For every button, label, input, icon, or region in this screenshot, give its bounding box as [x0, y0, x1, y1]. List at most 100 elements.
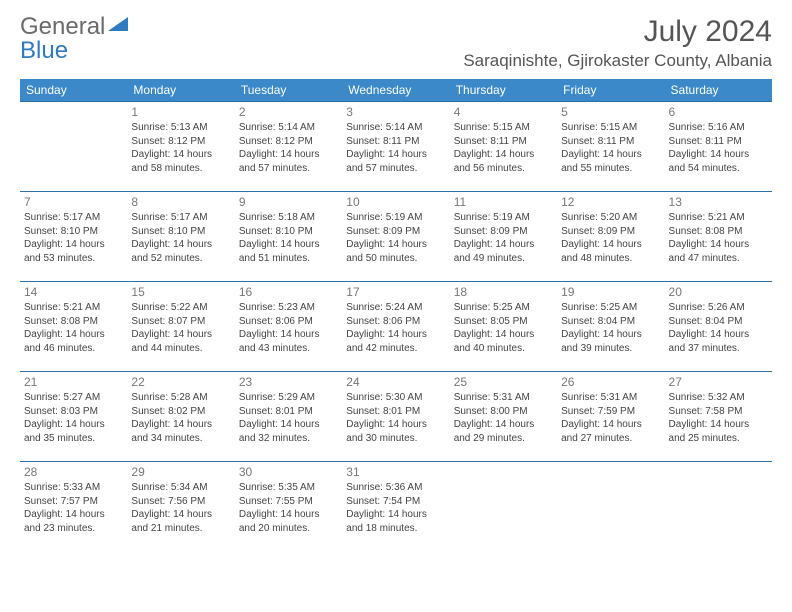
- calendar-week-row: 28 Sunrise: 5:33 AMSunset: 7:57 PMDayligh…: [20, 462, 772, 552]
- calendar-cell: 16 Sunrise: 5:23 AMSunset: 8:06 PMDayligh…: [235, 282, 342, 372]
- cell-details: Sunrise: 5:21 AMSunset: 8:08 PMDaylight:…: [669, 211, 768, 265]
- day-header-row: Sunday Monday Tuesday Wednesday Thursday…: [20, 79, 772, 102]
- cell-details: Sunrise: 5:17 AMSunset: 8:10 PMDaylight:…: [131, 211, 230, 265]
- calendar-cell: 13 Sunrise: 5:21 AMSunset: 8:08 PMDayligh…: [665, 192, 772, 282]
- day-number: 15: [131, 285, 230, 299]
- calendar-cell: 30 Sunrise: 5:35 AMSunset: 7:55 PMDayligh…: [235, 462, 342, 552]
- calendar-cell: 10Sunrise: 5:19 AMSunset: 8:09 PMDayligh…: [342, 192, 449, 282]
- day-header: Wednesday: [342, 79, 449, 102]
- cell-details: Sunrise: 5:21 AMSunset: 8:08 PMDaylight:…: [24, 301, 123, 355]
- day-number: 18: [454, 285, 553, 299]
- calendar-cell: 25 Sunrise: 5:31 AMSunset: 8:00 PMDayligh…: [450, 372, 557, 462]
- cell-details: Sunrise: 5:15 AMSunset: 8:11 PMDaylight:…: [561, 121, 660, 175]
- day-number: 8: [131, 195, 230, 209]
- day-number: 17: [346, 285, 445, 299]
- day-number: 9: [239, 195, 338, 209]
- calendar-cell: 23 Sunrise: 5:29 AMSunset: 8:01 PMDayligh…: [235, 372, 342, 462]
- cell-details: Sunrise: 5:22 AMSunset: 8:07 PMDaylight:…: [131, 301, 230, 355]
- calendar-cell: 12Sunrise: 5:20 AMSunset: 8:09 PMDayligh…: [557, 192, 664, 282]
- calendar-week-row: 14Sunrise: 5:21 AMSunset: 8:08 PMDayligh…: [20, 282, 772, 372]
- day-number: 20: [669, 285, 768, 299]
- calendar-cell: 6 Sunrise: 5:16 AMSunset: 8:11 PMDaylight…: [665, 102, 772, 192]
- cell-details: Sunrise: 5:15 AMSunset: 8:11 PMDaylight:…: [454, 121, 553, 175]
- day-number: 31: [346, 465, 445, 479]
- cell-details: Sunrise: 5:31 AMSunset: 7:59 PMDaylight:…: [561, 391, 660, 445]
- calendar-cell: 29 Sunrise: 5:34 AMSunset: 7:56 PMDayligh…: [127, 462, 234, 552]
- calendar-cell: 2 Sunrise: 5:14 AMSunset: 8:12 PMDaylight…: [235, 102, 342, 192]
- day-number: 10: [346, 195, 445, 209]
- logo-text-block: General Blue: [20, 15, 128, 63]
- cell-details: Sunrise: 5:30 AMSunset: 8:01 PMDaylight:…: [346, 391, 445, 445]
- calendar-cell: [665, 462, 772, 552]
- calendar-cell: 21 Sunrise: 5:27 AMSunset: 8:03 PMDayligh…: [20, 372, 127, 462]
- day-header: Friday: [557, 79, 664, 102]
- month-title: July 2024: [463, 15, 772, 49]
- cell-details: Sunrise: 5:31 AMSunset: 8:00 PMDaylight:…: [454, 391, 553, 445]
- day-number: 2: [239, 105, 338, 119]
- calendar-body: 1 Sunrise: 5:13 AMSunset: 8:12 PMDaylight…: [20, 102, 772, 552]
- day-header: Thursday: [450, 79, 557, 102]
- cell-details: Sunrise: 5:14 AMSunset: 8:11 PMDaylight:…: [346, 121, 445, 175]
- cell-details: Sunrise: 5:13 AMSunset: 8:12 PMDaylight:…: [131, 121, 230, 175]
- day-number: 16: [239, 285, 338, 299]
- day-header: Tuesday: [235, 79, 342, 102]
- day-number: 23: [239, 375, 338, 389]
- cell-details: Sunrise: 5:23 AMSunset: 8:06 PMDaylight:…: [239, 301, 338, 355]
- cell-details: Sunrise: 5:34 AMSunset: 7:56 PMDaylight:…: [131, 481, 230, 535]
- day-header: Saturday: [665, 79, 772, 102]
- calendar-cell: 9Sunrise: 5:18 AMSunset: 8:10 PMDaylight…: [235, 192, 342, 282]
- calendar-cell: 20Sunrise: 5:26 AMSunset: 8:04 PMDayligh…: [665, 282, 772, 372]
- day-number: 30: [239, 465, 338, 479]
- calendar-cell: 14Sunrise: 5:21 AMSunset: 8:08 PMDayligh…: [20, 282, 127, 372]
- calendar-cell: 24 Sunrise: 5:30 AMSunset: 8:01 PMDayligh…: [342, 372, 449, 462]
- cell-details: Sunrise: 5:35 AMSunset: 7:55 PMDaylight:…: [239, 481, 338, 535]
- calendar-cell: 17Sunrise: 5:24 AMSunset: 8:06 PMDayligh…: [342, 282, 449, 372]
- calendar-cell: [20, 102, 127, 192]
- day-number: 6: [669, 105, 768, 119]
- day-number: 1: [131, 105, 230, 119]
- header: General Blue July 2024 Saraqinishte, Gji…: [20, 15, 772, 71]
- day-number: 3: [346, 105, 445, 119]
- day-number: 19: [561, 285, 660, 299]
- calendar-table: Sunday Monday Tuesday Wednesday Thursday…: [20, 79, 772, 552]
- day-number: 24: [346, 375, 445, 389]
- logo-text-blue: Blue: [20, 37, 68, 64]
- day-number: 27: [669, 375, 768, 389]
- cell-details: Sunrise: 5:33 AMSunset: 7:57 PMDaylight:…: [24, 481, 123, 535]
- calendar-cell: 8 Sunrise: 5:17 AMSunset: 8:10 PMDaylight…: [127, 192, 234, 282]
- calendar-week-row: 7 Sunrise: 5:17 AMSunset: 8:10 PMDaylight…: [20, 192, 772, 282]
- calendar-cell: 3 Sunrise: 5:14 AMSunset: 8:11 PMDaylight…: [342, 102, 449, 192]
- cell-details: Sunrise: 5:14 AMSunset: 8:12 PMDaylight:…: [239, 121, 338, 175]
- day-number: 25: [454, 375, 553, 389]
- logo-text-general: General: [20, 13, 105, 40]
- day-number: 11: [454, 195, 553, 209]
- cell-details: Sunrise: 5:36 AMSunset: 7:54 PMDaylight:…: [346, 481, 445, 535]
- calendar-cell: 11 Sunrise: 5:19 AMSunset: 8:09 PMDayligh…: [450, 192, 557, 282]
- calendar-week-row: 1 Sunrise: 5:13 AMSunset: 8:12 PMDaylight…: [20, 102, 772, 192]
- day-number: 4: [454, 105, 553, 119]
- day-number: 21: [24, 375, 123, 389]
- cell-details: Sunrise: 5:25 AMSunset: 8:05 PMDaylight:…: [454, 301, 553, 355]
- triangle-icon: [108, 17, 128, 31]
- calendar-cell: 5Sunrise: 5:15 AMSunset: 8:11 PMDaylight…: [557, 102, 664, 192]
- calendar-cell: 22Sunrise: 5:28 AMSunset: 8:02 PMDayligh…: [127, 372, 234, 462]
- cell-details: Sunrise: 5:16 AMSunset: 8:11 PMDaylight:…: [669, 121, 768, 175]
- day-number: 13: [669, 195, 768, 209]
- calendar-cell: 26 Sunrise: 5:31 AMSunset: 7:59 PMDayligh…: [557, 372, 664, 462]
- cell-details: Sunrise: 5:27 AMSunset: 8:03 PMDaylight:…: [24, 391, 123, 445]
- calendar-cell: 19Sunrise: 5:25 AMSunset: 8:04 PMDayligh…: [557, 282, 664, 372]
- location-text: Saraqinishte, Gjirokaster County, Albani…: [463, 51, 772, 71]
- title-block: July 2024 Saraqinishte, Gjirokaster Coun…: [463, 15, 772, 71]
- day-header: Monday: [127, 79, 234, 102]
- cell-details: Sunrise: 5:19 AMSunset: 8:09 PMDaylight:…: [454, 211, 553, 265]
- day-header: Sunday: [20, 79, 127, 102]
- calendar-cell: 7Sunrise: 5:17 AMSunset: 8:10 PMDaylight…: [20, 192, 127, 282]
- day-number: 28: [24, 465, 123, 479]
- cell-details: Sunrise: 5:20 AMSunset: 8:09 PMDaylight:…: [561, 211, 660, 265]
- calendar-cell: 18 Sunrise: 5:25 AMSunset: 8:05 PMDayligh…: [450, 282, 557, 372]
- day-number: 26: [561, 375, 660, 389]
- day-number: 7: [24, 195, 123, 209]
- day-number: 29: [131, 465, 230, 479]
- calendar-cell: 31 Sunrise: 5:36 AMSunset: 7:54 PMDayligh…: [342, 462, 449, 552]
- cell-details: Sunrise: 5:29 AMSunset: 8:01 PMDaylight:…: [239, 391, 338, 445]
